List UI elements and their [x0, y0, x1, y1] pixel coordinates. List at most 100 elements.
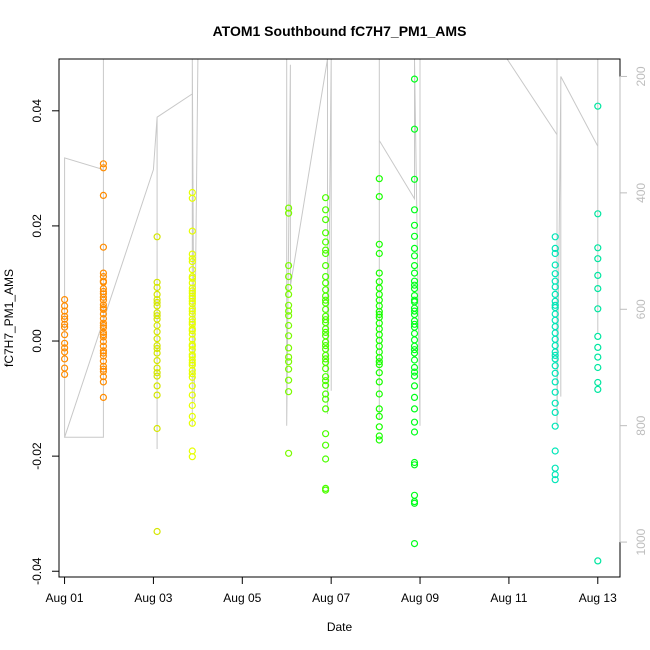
data-point [322, 373, 330, 381]
data-point [551, 408, 559, 416]
data-point [375, 423, 383, 431]
data-point [99, 342, 108, 350]
y2-tick-label: 200 [634, 66, 648, 86]
data-point [322, 455, 330, 463]
series-3 [285, 204, 293, 457]
data-point [188, 250, 196, 258]
data-point [410, 125, 419, 133]
data-point [322, 305, 330, 313]
data-point [188, 335, 196, 343]
data-point [375, 390, 383, 398]
x-axis: Aug 01 Aug 03 Aug 05 Aug 07 Aug 09 Aug 11 Aug … [46, 576, 617, 605]
data-point [410, 175, 419, 183]
data-point [99, 301, 108, 309]
data-point [410, 320, 419, 328]
data-point [153, 382, 161, 390]
data-point [99, 331, 108, 339]
data-point [410, 349, 419, 357]
data-point [188, 412, 196, 420]
data-point [188, 366, 196, 374]
data-point [60, 339, 69, 347]
data-point [375, 405, 383, 413]
y-axis-left: -0.04 -0.02 0.00 0.02 0.04 [30, 99, 60, 585]
data-point [188, 401, 196, 410]
data-point [375, 175, 383, 183]
data-point [322, 351, 330, 359]
y-tick-label: 0.02 [30, 214, 44, 238]
series-6 [410, 75, 419, 548]
data-point [285, 312, 293, 320]
data-point [410, 428, 419, 436]
data-point [99, 304, 108, 312]
y2-tick-label: 600 [634, 299, 648, 319]
x-tick-label: Aug 03 [134, 591, 172, 605]
data-point [594, 102, 602, 110]
data-point [285, 353, 293, 361]
data-point [99, 296, 108, 304]
data-point [285, 321, 293, 330]
data-point [375, 369, 383, 377]
data-point [322, 296, 330, 304]
data-point [99, 378, 108, 386]
data-point [322, 377, 330, 385]
data-point [551, 355, 559, 363]
data-point [285, 283, 293, 292]
data-point [322, 355, 330, 363]
x-tick-label: Aug 11 [490, 591, 527, 605]
series-8 [594, 102, 602, 565]
data-point [99, 328, 108, 336]
data-point [375, 240, 383, 248]
y-tick-label: 0.04 [30, 99, 44, 123]
data-point [153, 391, 161, 399]
data-point [188, 289, 196, 297]
data-point [99, 333, 108, 341]
data-point [551, 283, 559, 291]
data-point [285, 290, 293, 298]
data-point [410, 382, 419, 390]
data-point [60, 302, 69, 310]
data-point [551, 422, 559, 430]
data-point [285, 358, 293, 366]
x-tick-label: Aug 09 [401, 591, 439, 605]
data-point [188, 419, 196, 427]
series-5 [375, 175, 383, 444]
data-point [153, 369, 161, 377]
series-1 [153, 233, 161, 536]
data-point [60, 355, 69, 363]
data-point [375, 269, 383, 277]
data-point [322, 365, 330, 373]
data-point [99, 243, 108, 251]
altitude-line [63, 59, 599, 449]
data-point [410, 232, 419, 240]
data-point [188, 382, 196, 390]
data-point [594, 285, 602, 293]
data-point [551, 301, 559, 309]
data-point [594, 557, 602, 565]
data-point [188, 310, 196, 318]
data-point [410, 499, 419, 507]
data-point [99, 160, 108, 168]
data-point [410, 285, 419, 293]
data-point [60, 370, 69, 378]
data-point [99, 365, 108, 373]
data-point [99, 324, 108, 332]
data-point [99, 352, 108, 360]
data-point [99, 269, 108, 277]
x-axis-label: Date [327, 620, 353, 634]
data-point [410, 368, 419, 376]
data-point [99, 349, 108, 357]
data-point [153, 328, 161, 336]
data-point [551, 351, 559, 359]
data-point [153, 344, 161, 353]
y2-tick-label: 1000 [634, 528, 648, 555]
data-point [153, 424, 161, 433]
data-point [153, 298, 161, 307]
data-point [375, 361, 383, 369]
series-0 [60, 160, 108, 401]
data-point [285, 307, 293, 315]
data-point [322, 395, 330, 403]
data-point [410, 296, 419, 304]
data-point [375, 358, 383, 366]
data-point [188, 315, 196, 323]
data-point [322, 229, 330, 237]
